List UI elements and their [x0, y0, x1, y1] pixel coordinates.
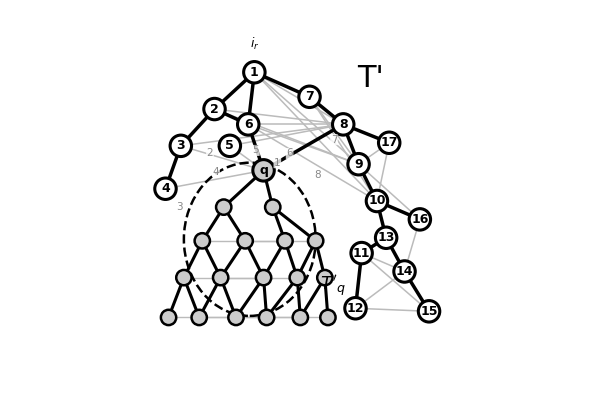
Circle shape	[366, 190, 388, 212]
Text: 1: 1	[250, 66, 259, 79]
Text: 7: 7	[331, 135, 337, 145]
Text: 16: 16	[411, 213, 429, 226]
Circle shape	[375, 227, 397, 248]
Circle shape	[176, 270, 192, 285]
Circle shape	[195, 233, 210, 248]
Circle shape	[345, 298, 366, 319]
Text: 4: 4	[213, 167, 220, 177]
Circle shape	[237, 233, 253, 248]
Circle shape	[204, 98, 225, 120]
Circle shape	[170, 135, 192, 156]
Text: 12: 12	[347, 302, 364, 315]
Text: 3: 3	[176, 202, 182, 212]
Circle shape	[192, 310, 207, 325]
Text: 13: 13	[378, 231, 395, 244]
Text: 5: 5	[253, 145, 259, 156]
Circle shape	[256, 270, 271, 285]
Text: 3: 3	[176, 139, 185, 152]
Text: 5: 5	[226, 139, 234, 152]
Text: 11: 11	[353, 247, 371, 259]
Text: 2: 2	[210, 103, 219, 115]
Text: 17: 17	[381, 136, 398, 149]
Circle shape	[419, 300, 440, 322]
Circle shape	[253, 160, 274, 181]
Circle shape	[394, 261, 415, 282]
Circle shape	[155, 178, 176, 199]
Circle shape	[333, 114, 354, 135]
Circle shape	[320, 310, 336, 325]
Circle shape	[259, 310, 274, 325]
Circle shape	[299, 86, 320, 107]
Text: $i_r$: $i_r$	[250, 36, 259, 53]
Text: 6: 6	[244, 118, 253, 131]
Text: 6: 6	[287, 148, 293, 158]
Circle shape	[348, 154, 369, 175]
Circle shape	[289, 270, 305, 285]
Circle shape	[277, 233, 292, 248]
Text: 14: 14	[396, 265, 413, 278]
Text: q: q	[259, 164, 268, 177]
Circle shape	[317, 270, 333, 285]
Text: 9: 9	[354, 158, 363, 171]
Circle shape	[244, 62, 265, 83]
Text: 8: 8	[314, 170, 320, 180]
Circle shape	[161, 310, 176, 325]
Circle shape	[351, 242, 372, 264]
Text: T': T'	[358, 64, 384, 93]
Circle shape	[378, 132, 400, 154]
Circle shape	[219, 135, 240, 156]
Circle shape	[409, 209, 430, 230]
Text: 8: 8	[339, 118, 348, 131]
Text: $T'_q$: $T'_q$	[320, 274, 346, 299]
Circle shape	[237, 114, 259, 135]
Circle shape	[292, 310, 308, 325]
Circle shape	[308, 233, 323, 248]
Text: 15: 15	[420, 305, 438, 318]
Text: 10: 10	[368, 195, 386, 207]
Circle shape	[213, 270, 229, 285]
Circle shape	[265, 199, 281, 215]
Text: 2: 2	[207, 148, 213, 158]
Text: 7: 7	[305, 90, 314, 103]
Circle shape	[229, 310, 244, 325]
Text: 1: 1	[274, 158, 281, 168]
Circle shape	[216, 199, 231, 215]
Text: 4: 4	[161, 182, 170, 195]
